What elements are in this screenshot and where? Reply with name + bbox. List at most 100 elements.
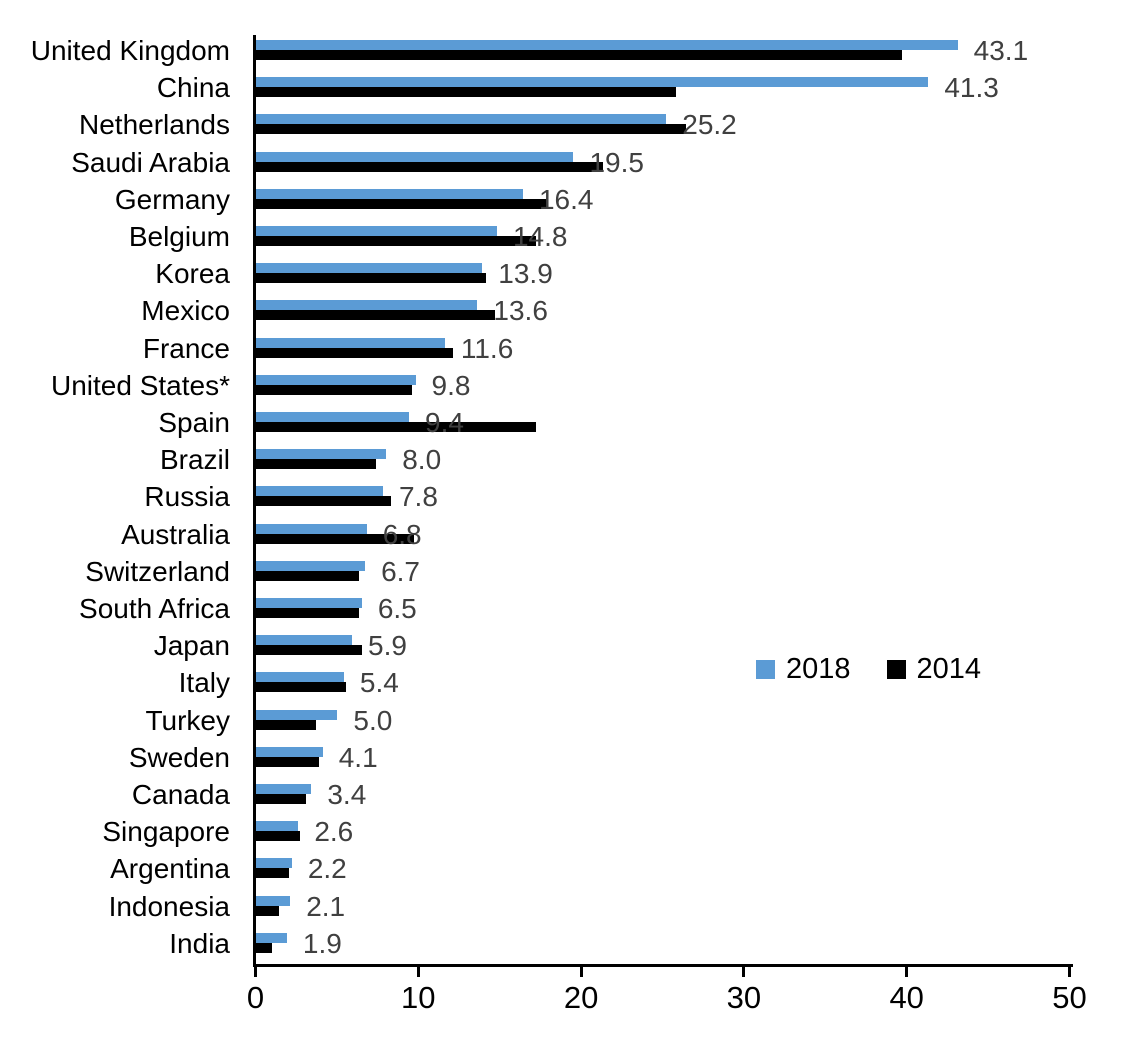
bar-2018	[256, 226, 497, 236]
category-label: Australia	[121, 518, 230, 550]
x-axis-tick	[254, 967, 257, 977]
bar-2014	[256, 794, 307, 804]
bar-2014	[256, 50, 903, 60]
bar-2018	[256, 895, 291, 906]
bar-2018	[256, 523, 367, 534]
legend-item-2014: 2014	[886, 653, 982, 685]
value-label: 1.9	[302, 927, 342, 959]
bar-2014	[256, 608, 359, 618]
bar-2018	[256, 188, 523, 199]
x-axis-tick-label: 10	[401, 980, 436, 1015]
bar-2014	[256, 719, 317, 730]
category-label: Saudi Arabia	[71, 146, 230, 178]
bar-2014	[256, 831, 300, 842]
value-label: 4.1	[338, 741, 378, 773]
bar-2018	[256, 77, 929, 88]
value-label: 41.3	[944, 72, 999, 104]
bar-2014	[256, 87, 677, 98]
category-label: China	[156, 72, 230, 104]
value-label: 6.8	[382, 518, 422, 550]
x-axis-tick-label: 20	[563, 980, 599, 1015]
category-label: Sweden	[128, 741, 230, 773]
bar-2018	[256, 932, 287, 943]
category-label: Turkey	[145, 704, 230, 736]
category-label: United Kingdom	[30, 35, 230, 66]
bar-2018	[256, 412, 410, 422]
value-label: 3.4	[327, 779, 367, 810]
category-label: Singapore	[102, 816, 230, 848]
bar-2014	[256, 347, 453, 358]
category-label: Russia	[144, 481, 230, 513]
legend-label: 2014	[916, 653, 982, 685]
bar-2018	[256, 374, 416, 385]
category-label: India	[169, 927, 230, 959]
x-axis-tick	[905, 967, 909, 977]
value-label: 25.2	[682, 109, 737, 141]
legend-item-2018: 2018	[756, 655, 851, 684]
value-label: 9.4	[425, 407, 464, 438]
value-label: 2.6	[314, 816, 354, 848]
category-label: Indonesia	[108, 890, 230, 922]
bar-2014	[256, 422, 537, 432]
bar-2014	[256, 682, 346, 693]
bar-2014	[256, 570, 359, 581]
value-label: 13.9	[498, 258, 553, 290]
category-label: Switzerland	[85, 555, 230, 587]
x-axis-tick-label: 0	[246, 980, 265, 1015]
bar-2014	[256, 645, 362, 656]
bar-2014	[256, 273, 486, 284]
bar-2018	[256, 709, 338, 720]
value-label: 11.6	[460, 332, 514, 364]
x-axis-tick	[579, 967, 583, 977]
x-axis-tick-label: 30	[726, 980, 762, 1015]
bar-2014	[256, 161, 603, 172]
category-label: Belgium	[128, 221, 230, 252]
value-label: 2.2	[307, 853, 347, 885]
value-label: 19.5	[589, 146, 644, 178]
category-label: Netherlands	[79, 109, 230, 141]
bar-2018	[256, 337, 445, 348]
bar-2014	[256, 756, 320, 767]
category-label: Spain	[158, 407, 230, 438]
value-label: 5.9	[368, 630, 407, 662]
bar-2014	[256, 942, 273, 953]
bar-2018	[256, 858, 292, 869]
category-label: Canada	[131, 779, 230, 810]
bar-2018	[256, 598, 362, 608]
bar-2018	[256, 300, 478, 311]
category-label: United States*	[51, 369, 230, 401]
category-label: Japan	[153, 630, 230, 662]
bar-2018	[256, 263, 483, 274]
x-axis-tick	[416, 967, 420, 977]
value-label: 5.4	[359, 667, 399, 699]
bar-2014	[256, 310, 496, 321]
category-label: Germany	[114, 183, 230, 215]
value-label: 9.8	[431, 369, 471, 401]
category-label: France	[142, 332, 230, 364]
bar-2018	[256, 746, 323, 757]
x-axis-tick	[742, 967, 746, 977]
value-label: 6.5	[377, 593, 417, 624]
legend-swatch-icon	[886, 660, 906, 679]
bar-2014	[256, 198, 548, 209]
value-label: 43.1	[973, 35, 1029, 66]
value-label: 7.8	[398, 481, 438, 513]
bar-2014	[256, 868, 289, 879]
bar-2014	[256, 124, 686, 135]
category-label: Brazil	[159, 444, 230, 476]
legend: 2018 2014	[756, 655, 1005, 684]
bar-2018	[256, 560, 366, 571]
category-label: Korea	[155, 258, 230, 290]
value-label: 13.6	[493, 295, 548, 327]
bar-2014	[256, 496, 392, 507]
bar-2014	[256, 905, 279, 916]
bar-2018	[256, 151, 574, 162]
x-axis-tick-label: 50	[1052, 980, 1087, 1015]
category-label: Mexico	[141, 295, 230, 327]
bar-2018	[256, 635, 353, 646]
bar-2018	[256, 784, 312, 794]
category-label: Argentina	[110, 853, 230, 885]
bar-2014	[256, 459, 377, 470]
bar-2014	[256, 384, 413, 395]
